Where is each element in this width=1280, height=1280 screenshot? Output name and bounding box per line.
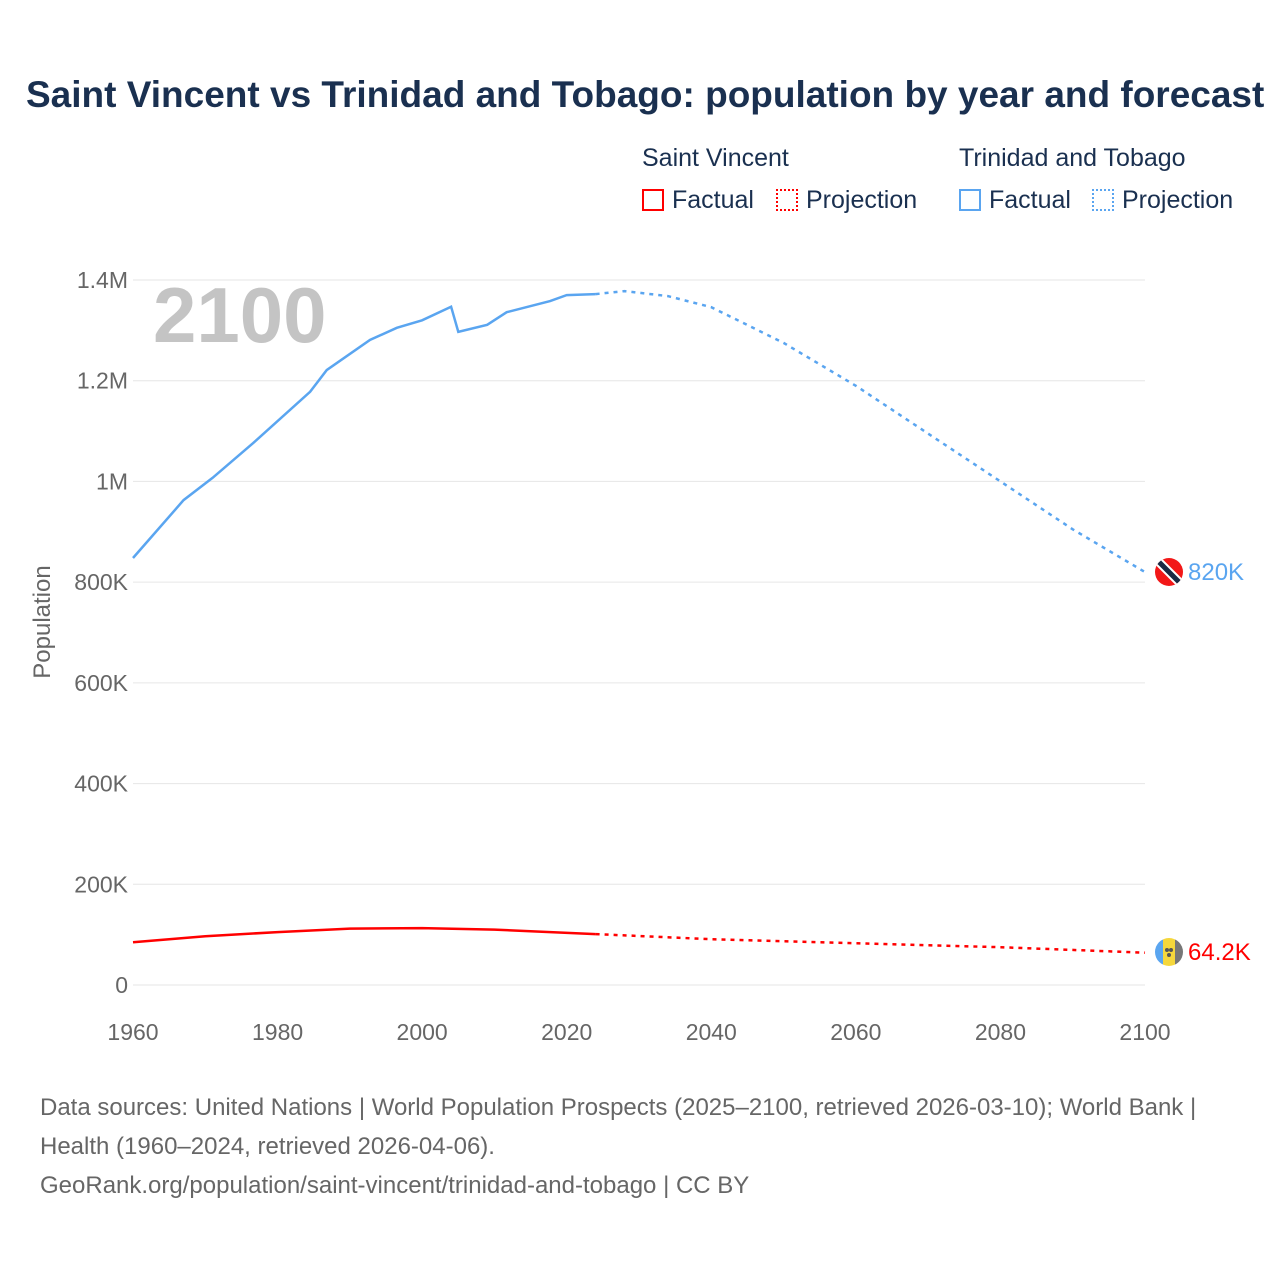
legend-group-trinidad: Trinidad and Tobago xyxy=(959,144,1186,172)
chart-title: Saint Vincent vs Trinidad and Tobago: po… xyxy=(26,74,1265,115)
y-tick-label: 1.2M xyxy=(77,368,128,394)
legend-label: Factual xyxy=(989,186,1071,214)
y-tick-label: 0 xyxy=(115,972,128,998)
y-tick-label: 1M xyxy=(96,468,128,494)
saint-vincent-factual-line xyxy=(132,926,596,944)
legend-swatch xyxy=(642,189,664,211)
trinidad-and-tobago-factual-line xyxy=(132,292,596,559)
x-tick-label: 2080 xyxy=(975,1019,1026,1045)
saint-vincent-projection-line xyxy=(595,932,1146,954)
source-line: Data sources: United Nations | World Pop… xyxy=(40,1094,1197,1160)
legend-tt-factual[interactable]: Factual xyxy=(959,186,1071,215)
y-tick-label: 1.4M xyxy=(77,267,128,293)
saint-vincent-flag-icon xyxy=(1155,938,1183,966)
legend-swatch xyxy=(776,189,798,211)
x-tick-label: 2060 xyxy=(830,1019,881,1045)
legend-swatch xyxy=(1092,189,1114,211)
x-tick-label: 2100 xyxy=(1119,1019,1170,1045)
y-tick-label: 800K xyxy=(74,569,128,595)
year-watermark: 2100 xyxy=(153,271,327,359)
saint-vincent-end-label: 64.2K xyxy=(1188,939,1251,966)
y-tick-label: 600K xyxy=(74,670,128,696)
y-tick-label: 400K xyxy=(74,771,128,797)
chart-plot: 0 200K 400K 600K 800K 1M 1.2M 1.4M 1960 1980 2000 2… xyxy=(29,267,1251,1045)
legend-sv-factual[interactable]: Factual xyxy=(642,186,754,215)
trinidad-end-label: 820K xyxy=(1188,559,1244,586)
trinidad-flag-icon xyxy=(1155,558,1183,586)
legend-tt-projection[interactable]: Projection xyxy=(1092,186,1233,215)
x-tick-label: 1980 xyxy=(252,1019,303,1045)
trinidad-and-tobago-projection-line xyxy=(595,289,1146,574)
x-tick-label: 2020 xyxy=(541,1019,592,1045)
legend-swatch xyxy=(959,189,981,211)
x-tick-label: 1960 xyxy=(107,1019,158,1045)
legend-label: Factual xyxy=(672,186,754,214)
x-tick-label: 2000 xyxy=(397,1019,448,1045)
legend-label: Projection xyxy=(1122,186,1234,214)
y-tick-label: 200K xyxy=(74,871,128,897)
y-axis-label: Population xyxy=(29,565,56,678)
legend-group-saint-vincent: Saint Vincent xyxy=(642,144,789,172)
legend-sv-projection[interactable]: Projection xyxy=(776,186,917,215)
legend-label: Projection xyxy=(806,186,918,214)
source-link[interactable]: GeoRank.org/population/saint-vincent/tri… xyxy=(40,1172,750,1199)
source-note: Data sources: United Nations | World Pop… xyxy=(40,1088,1240,1205)
x-tick-label: 2040 xyxy=(686,1019,737,1045)
